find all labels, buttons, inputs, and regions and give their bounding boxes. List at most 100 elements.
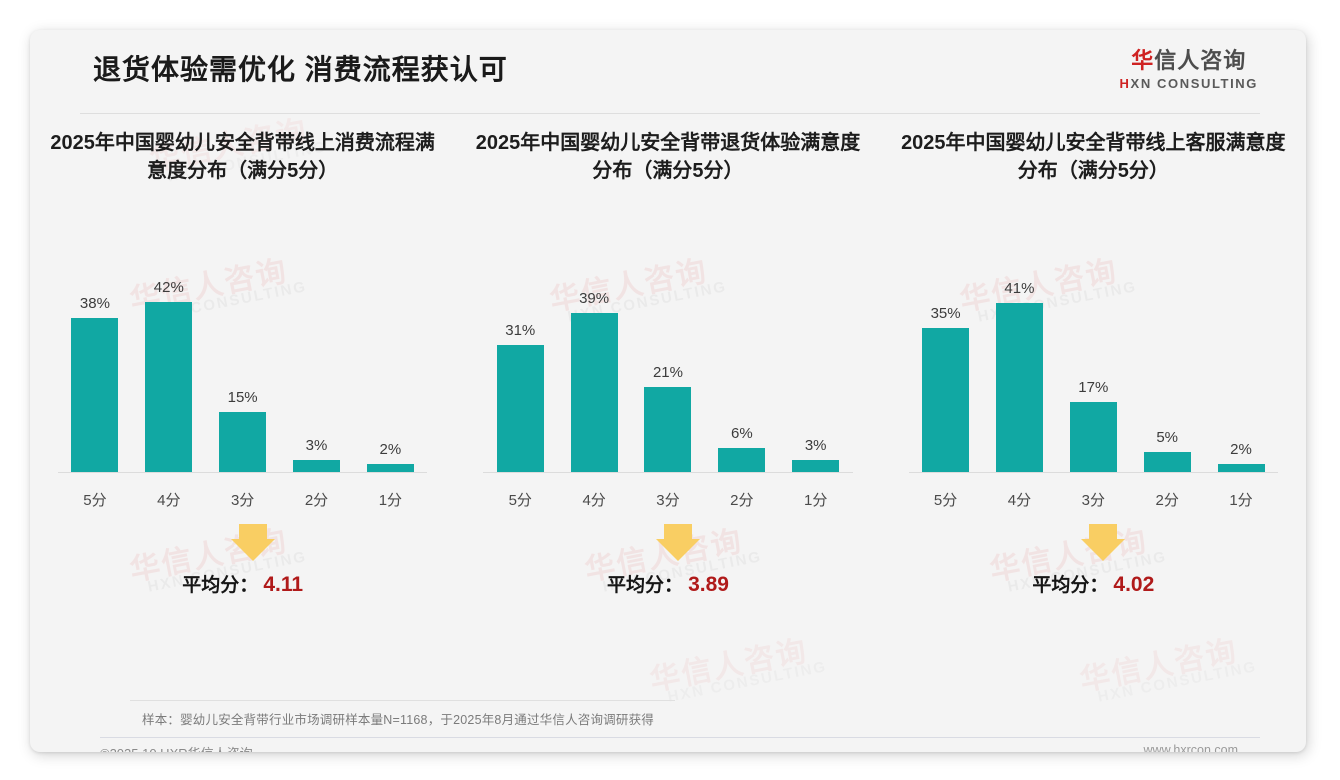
bar[interactable] [995,303,1043,473]
x-axis-line [58,472,428,473]
average-label: 平均分： [607,575,684,596]
bar-slot: 39% [557,243,631,473]
x-tick-label: 4分 [157,492,181,509]
brand-logo-cn-rest: 信人咨询 [1154,48,1247,73]
footer-copyright: ©2025.10 HXR华信人咨询 [100,743,253,752]
bar[interactable] [366,464,414,473]
bar-value-label: 2% [1230,441,1252,458]
bar-slot: 17% [1056,243,1130,473]
watermark: 华信人咨询 HXN CONSULTING [647,634,828,708]
watermark-en: HXN CONSULTING [1096,658,1259,706]
brand-logo-cn-accent: 华 [1131,48,1155,73]
watermark-cn: 华信人咨询 [647,634,811,698]
bar-slot: 38% [58,243,132,473]
watermark: 华信人咨询 HXN CONSULTING [1077,634,1259,708]
down-arrow-icon [230,524,275,561]
x-tick-label: 4分 [1007,492,1032,509]
chart-panels: 2025年中国婴幼儿安全背带线上消费流程满意度分布（满分5分） 38% 42% … [30,130,1306,608]
average-value: 4.02 [1113,573,1155,596]
bar[interactable] [570,313,618,473]
x-tick-label: 1分 [378,492,403,509]
chart-title: 2025年中国婴幼儿安全背带线上消费流程满意度分布（满分5分） [50,132,435,182]
bar[interactable] [792,460,840,473]
down-arrow-icon [655,524,700,561]
bar-value-label: 3% [804,437,827,454]
average-score: 平均分： 4.11 [30,570,455,597]
bar-value-label: 35% [930,305,961,322]
x-tick-label: 2分 [730,492,754,509]
average-value: 3.89 [688,573,729,596]
x-axis-labels: 5分 4分 3分 2分 1分 [483,473,852,510]
x-axis-labels: 5分 4分 3分 2分 1分 [909,473,1278,510]
bar-value-label: 2% [379,441,402,458]
bar-group: 35% 41% 17% 5% [909,243,1278,473]
bar-value-label: 17% [1078,379,1109,396]
bar-plot: 38% 42% 15% 3% [58,243,428,473]
page-title: 退货体验需优化 消费流程获认可 [93,54,508,85]
bar-slot: 41% [983,243,1057,473]
x-tick-label: 5分 [508,492,532,509]
chart-panel-1: 2025年中国婴幼儿安全背带线上消费流程满意度分布（满分5分） 38% 42% … [30,130,455,608]
footer-divider [100,737,1260,738]
bar[interactable] [1069,402,1117,473]
x-tick-label: 5分 [83,492,107,509]
bar-slot: 6% [705,243,779,473]
chart-panel-2: 2025年中国婴幼儿安全背带退货体验满意度分布（满分5分） 31% 39% 21… [455,130,880,608]
bar-slot: 42% [132,243,206,473]
x-tick-label: 5分 [933,492,958,509]
x-tick-label: 3分 [230,492,255,509]
bar-slot: 3% [280,243,354,473]
bar[interactable] [718,448,766,473]
bar[interactable] [219,412,267,473]
bar-slot: 5% [1130,243,1204,473]
average-label: 平均分： [182,575,259,596]
average-block: 平均分： 4.02 [881,524,1306,608]
footer-website[interactable]: www.hxrcon.com [1143,743,1238,752]
bar[interactable] [71,318,119,473]
bar-slot: 2% [353,243,427,473]
bar-slot: 21% [631,243,705,473]
bar[interactable] [1217,464,1265,473]
x-tick-label: 2分 [1155,492,1179,509]
header-divider [80,113,1260,114]
chart-title: 2025年中国婴幼儿安全背带线上客服满意度分布（满分5分） [901,132,1286,182]
bar-group: 31% 39% 21% 6% [483,243,852,473]
bar[interactable] [293,460,340,473]
bar-group: 38% 42% 15% 3% [58,243,427,473]
bar[interactable] [922,328,970,473]
bar-value-label: 21% [652,364,683,381]
slide-header: 退货体验需优化 消费流程获认可 华信人咨询 HXN CONSULTING [30,30,1306,116]
brand-logo: 华信人咨询 HXN CONSULTING [1120,48,1258,91]
average-score: 平均分： 3.89 [455,570,880,597]
bar-value-label: 5% [1156,429,1178,446]
bar-value-label: 31% [505,322,536,339]
bar[interactable] [496,345,544,473]
brand-logo-en-rest: XN CONSULTING [1130,76,1258,92]
bar[interactable] [1143,452,1191,473]
average-value: 4.11 [263,573,304,596]
average-block: 平均分： 4.11 [30,524,455,608]
bar-slot: 2% [1204,243,1278,473]
footnote-divider [130,700,675,701]
average-block: 平均分： 3.89 [455,524,880,608]
bar-slot: 31% [483,243,557,473]
x-tick-label: 3分 [1081,492,1105,509]
x-tick-label: 1分 [804,492,828,509]
arrow-head [655,539,700,561]
brand-logo-en-accent: H [1119,76,1131,92]
bar[interactable] [644,387,692,473]
bar[interactable] [145,302,193,473]
bar-plot: 35% 41% 17% 5% [908,243,1278,473]
x-tick-label: 2分 [304,492,329,509]
x-axis-line [908,472,1278,473]
watermark-cn: 华信人咨询 [1077,634,1241,698]
arrow-stem [663,524,692,539]
chart-panel-3: 2025年中国婴幼儿安全背带线上客服满意度分布（满分5分） 35% 41% 17… [881,130,1306,608]
bar-value-label: 38% [79,295,110,312]
bar-value-label: 3% [305,437,328,454]
bar-value-label: 41% [1004,280,1035,297]
x-tick-label: 4分 [582,492,606,509]
bar-value-label: 6% [730,425,753,442]
bar-value-label: 42% [153,279,184,296]
bar-plot: 31% 39% 21% 6% [483,243,853,473]
